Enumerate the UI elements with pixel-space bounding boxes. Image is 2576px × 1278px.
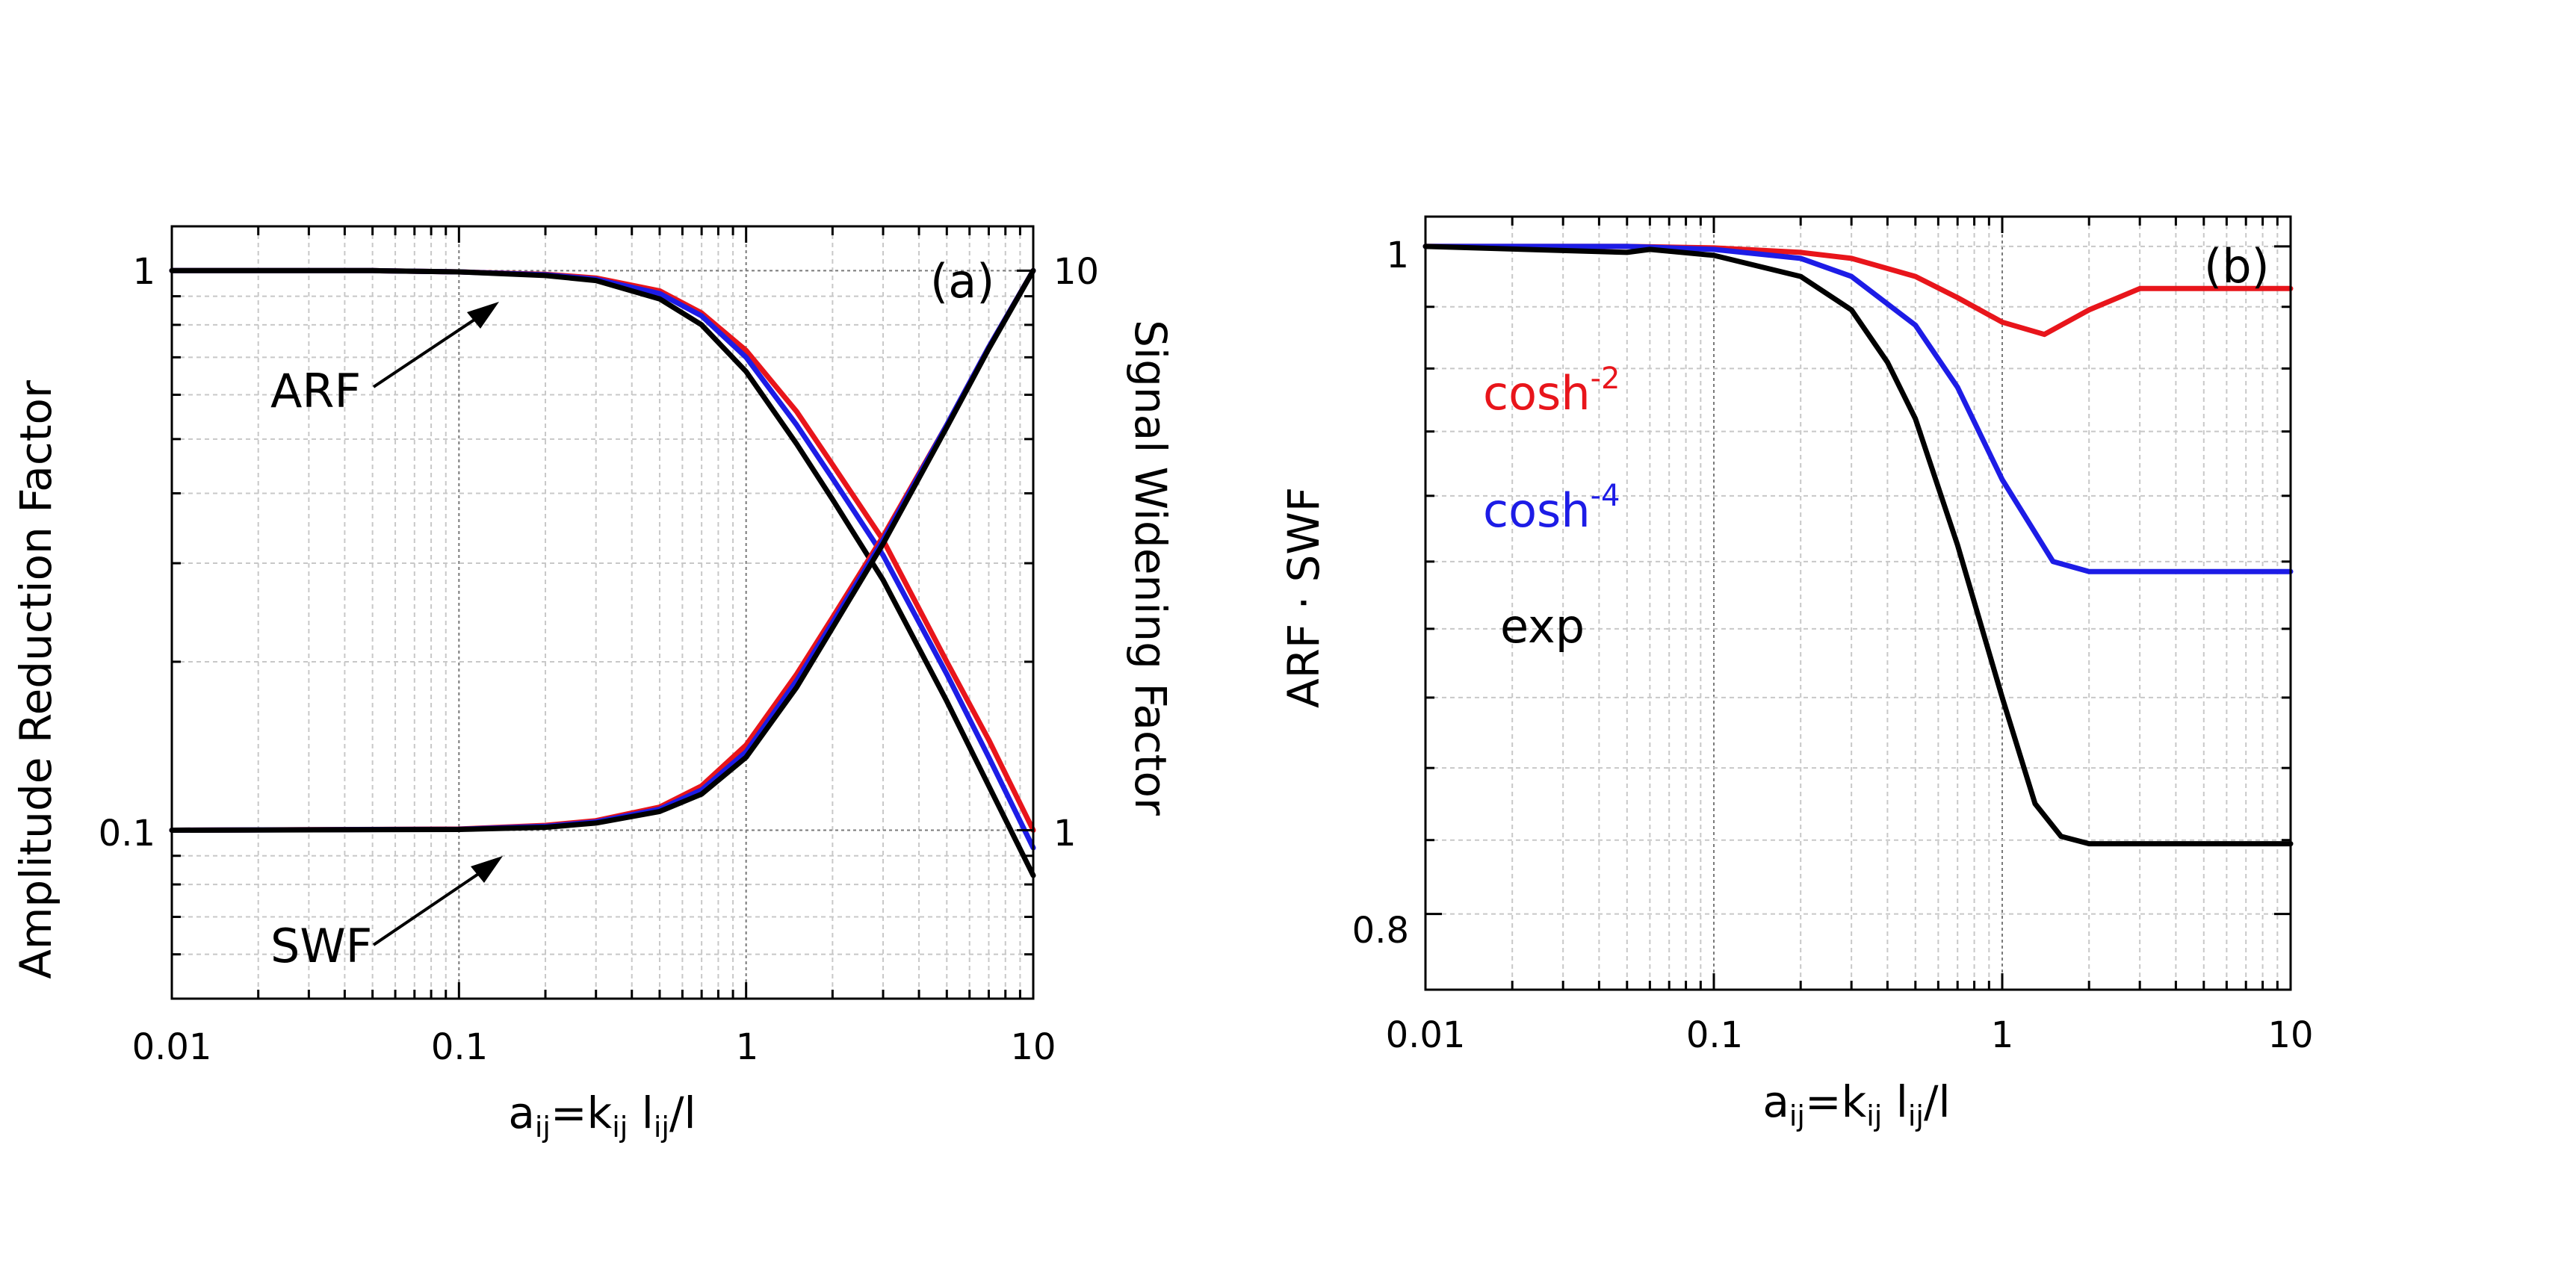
panel-b-y-label: ARF · SWF (1278, 487, 1329, 708)
panel-a-y-left-tick-1: 1 (132, 251, 155, 293)
panel-a-x-label: aij=kij lij/l (508, 1088, 696, 1144)
legend-cosh-2: cosh-2 (1483, 362, 1620, 421)
series-product-cosh-4 (1422, 243, 2294, 574)
panel-b-y-tick-1: 1 (1386, 235, 1409, 276)
panel-b-x-tick-0.1: 0.1 (1686, 1014, 1743, 1056)
panel-b-y-tick-0.8: 0.8 (1352, 910, 1409, 952)
panel-a-x-tick-10: 10 (1010, 1026, 1056, 1068)
arrow-swf-shaft (372, 865, 491, 946)
panel-b-x-tick-0.01: 0.01 (1386, 1014, 1466, 1056)
panel-b-curves (1422, 243, 2294, 847)
panel-b-label: (b) (2204, 239, 2270, 294)
annotation-swf: SWF (270, 919, 372, 973)
arrow-arf-head (467, 302, 499, 329)
panel-a-x-tick-0.1: 0.1 (431, 1026, 488, 1068)
series-arf-cosh-2 (169, 267, 1036, 833)
panel-b-ticks (1424, 217, 2292, 991)
panel-a-x-tick-0.01: 0.01 (132, 1026, 212, 1068)
panel-b-x-label: aij=kij lij/l (1762, 1076, 1950, 1132)
series-swf-cosh-2 (169, 267, 1036, 833)
panel-a-label: (a) (930, 254, 994, 308)
annotation-arf: ARF (270, 364, 361, 418)
arrow-arf-shaft (372, 311, 487, 388)
series-swf-exp (169, 267, 1036, 833)
arrow-swf-head (471, 856, 503, 883)
series-swf-cosh-4 (169, 267, 1036, 833)
series-arf-exp (169, 267, 1036, 878)
legend-cosh-4: cosh-4 (1483, 479, 1620, 538)
panel-a-ticks (170, 226, 1035, 1000)
panel-a: (a) 1 0.1 10 1 0.01 0.1 1 10 Amplitude R… (10, 225, 1176, 1144)
panel-a-grid (172, 226, 1033, 999)
panel-a-frame (170, 225, 1035, 1000)
panel-a-y-right-label: Signal Widening Factor (1125, 320, 1176, 816)
panel-b: (b) 1 0.8 0.01 0.1 1 10 ARF · SWF aij=ki… (1278, 215, 2314, 1132)
panel-b-x-tick-1: 1 (1991, 1014, 2014, 1056)
panel-b-frame (1424, 215, 2292, 991)
panel-a-x-tick-1: 1 (736, 1026, 759, 1068)
panel-b-x-tick-10: 10 (2267, 1014, 2313, 1056)
panel-a-y-right-tick-10: 10 (1053, 251, 1099, 293)
panel-a-y-left-tick-0.1: 0.1 (99, 813, 155, 854)
panel-a-y-left-label: Amplitude Reduction Factor (10, 380, 61, 979)
panel-a-y-right-tick-1: 1 (1053, 813, 1077, 854)
panel-a-curves (169, 267, 1036, 878)
legend-exp: exp (1500, 599, 1585, 654)
series-product-exp (1422, 243, 2294, 847)
